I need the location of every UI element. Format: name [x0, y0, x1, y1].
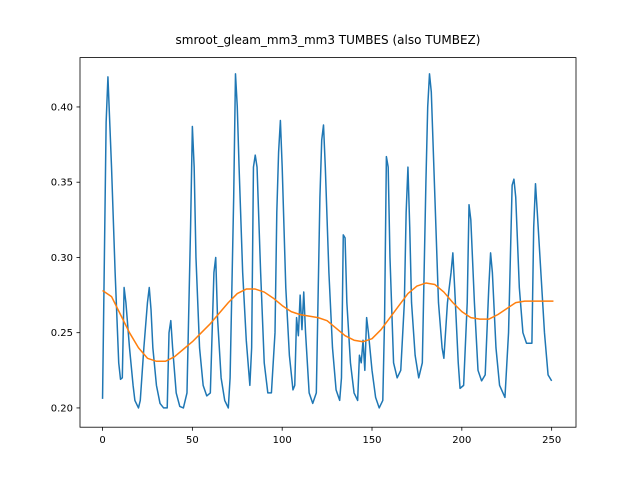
chart-title: smroot_gleam_mm3_mm3 TUMBES (also TUMBEZ…: [176, 33, 481, 47]
y-tick-label: 0.35: [51, 178, 73, 189]
x-tick-label: 0: [99, 435, 105, 446]
y-tick-label: 0.25: [51, 328, 73, 339]
x-tick-label: 200: [452, 435, 471, 446]
x-tick-label: 250: [542, 435, 561, 446]
x-tick-label: 150: [362, 435, 381, 446]
x-tick-label: 100: [273, 435, 292, 446]
y-tick-label: 0.40: [51, 102, 73, 113]
series-line: [101, 73, 553, 409]
y-tick-label: 0.30: [51, 253, 73, 264]
plot-frame: [79, 57, 577, 428]
x-tick-label: 50: [186, 435, 199, 446]
series-line: [102, 282, 554, 363]
y-tick-label: 0.20: [51, 403, 73, 414]
